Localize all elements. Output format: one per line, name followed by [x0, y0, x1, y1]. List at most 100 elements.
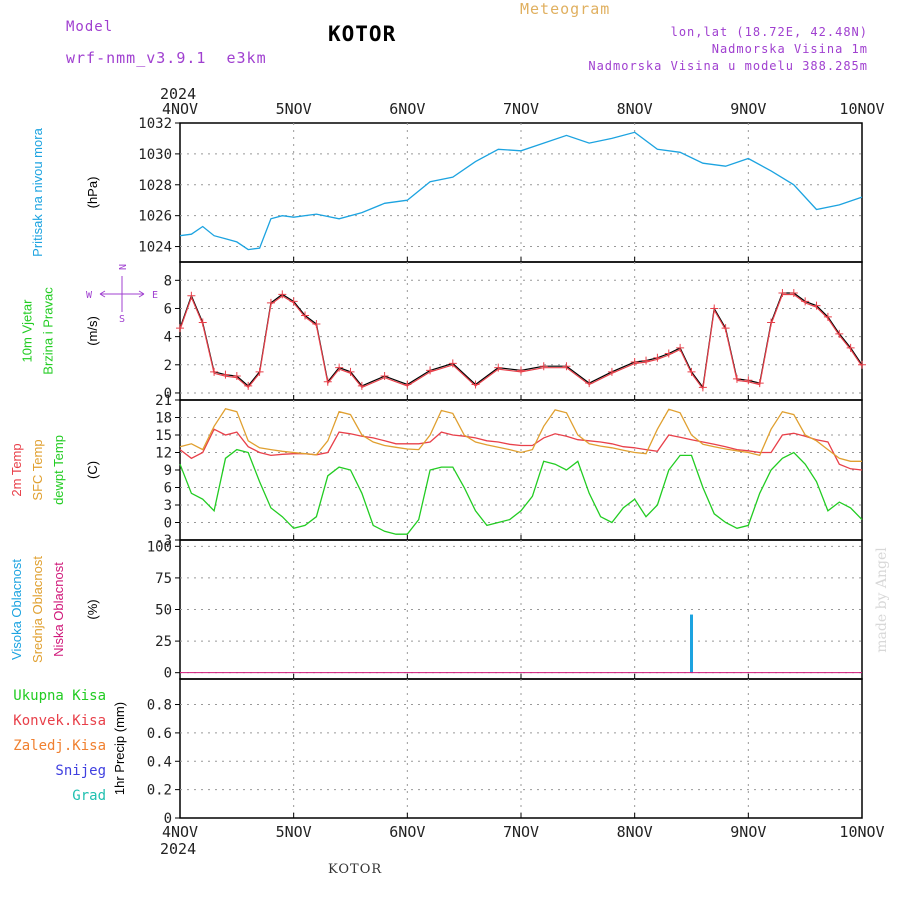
y-tick-label: 0: [164, 516, 172, 532]
x-tick-label-bottom: 7NOV: [503, 823, 539, 841]
y-unit-label: (m/s): [85, 316, 100, 346]
x-tick-label-top: 6NOV: [389, 100, 425, 118]
y-tick-label: 1026: [138, 209, 172, 225]
wind-speed-marker: [653, 353, 662, 362]
series-line-temp2m: [179, 428, 863, 471]
y-tick-label: 1032: [138, 116, 172, 132]
x-tick-label-top: 10NOV: [839, 100, 884, 118]
wind-speed-marker: [255, 367, 264, 376]
wind-speed-marker: [755, 379, 764, 388]
x-tick-label-bottom: 9NOV: [730, 823, 766, 841]
wind-speed-marker: [721, 324, 730, 333]
model-label: Model: [66, 19, 114, 35]
wind-speed-marker: [448, 359, 457, 368]
panel-frame-precip: [179, 678, 863, 819]
wind-speed-marker: [289, 297, 298, 306]
y-tick-label: 1028: [138, 178, 172, 194]
wind-speed-marker: [687, 367, 696, 376]
credit-label: made by Angel: [874, 547, 890, 653]
y-tick-label: 15: [155, 428, 172, 444]
wind-speed-marker: [767, 318, 776, 327]
y-tick-label: 1030: [138, 147, 172, 163]
precip-legend-label: Grad: [72, 788, 106, 804]
y-tick-label: 8: [164, 273, 172, 289]
wind-speed-marker: [585, 379, 594, 388]
x-tick-label-top: 7NOV: [503, 100, 539, 118]
compass-south: S: [119, 314, 125, 325]
y-tick-label: 6: [164, 301, 172, 317]
panel-frame-clouds: [179, 539, 863, 680]
wind-speed-marker: [801, 297, 810, 306]
wind-speed-marker: [494, 363, 503, 372]
wind-speed-marker: [221, 370, 230, 379]
y-tick-label: 4: [164, 330, 172, 346]
x-tick-label-bottom: 10NOV: [839, 823, 884, 841]
wind-speed-marker: [278, 290, 287, 299]
y-tick-label: 0.6: [147, 726, 172, 742]
x-tick-label-top: 4NOV: [162, 100, 198, 118]
precip-legend-label: Ukupna Kisa: [13, 688, 106, 704]
wind-speed-marker: [357, 381, 366, 390]
wind-speed-marker: [676, 343, 685, 352]
wind-speed-marker: [562, 362, 571, 371]
wind-speed-marker: [710, 304, 719, 313]
elevation-label: Nadmorska Visina 1m: [711, 42, 868, 56]
wind-speed-marker: [539, 362, 548, 371]
x-tick-label-bottom: 4NOV: [162, 823, 198, 841]
y-axis-label: Pritisak na nivou mora: [30, 127, 45, 256]
y-axis-label: Visoka Oblacnost: [9, 559, 24, 660]
wind-speed-marker: [732, 374, 741, 383]
precip-legend-label: Zaledj.Kisa: [13, 738, 106, 754]
model-elevation-label: Nadmorska Visina u modelu 388.285m: [588, 59, 868, 73]
y-tick-label: 75: [155, 571, 172, 587]
y-axis-label: Brzina i Pravac: [41, 287, 56, 375]
wind-speed-marker: [346, 367, 355, 376]
wind-speed-marker: [778, 288, 787, 297]
wind-speed-marker: [698, 383, 707, 392]
compass-arrows: [99, 276, 145, 312]
wind-speed-marker: [642, 356, 651, 365]
y-unit-label: (%): [85, 599, 100, 619]
wind-speed-marker: [244, 381, 253, 390]
y-axis-label: Srednja Oblacnost: [30, 556, 45, 663]
y-tick-label: -3: [155, 533, 172, 549]
y-axis-label: 10m Vjetar: [20, 299, 35, 363]
series-line-dewpoint: [179, 448, 863, 535]
y-tick-label: 0.2: [147, 783, 172, 799]
x-tick-label-top: 8NOV: [617, 100, 653, 118]
x-tick-label-bottom: 8NOV: [617, 823, 653, 841]
wind-speed-marker: [176, 324, 184, 333]
year-label-top: 2024: [160, 85, 196, 103]
wind-speed-marker: [232, 372, 241, 381]
y-unit-label: (hPa): [85, 177, 100, 209]
y-axis-label: dewpt Temp: [51, 435, 66, 505]
series-line-pressure: [179, 131, 863, 251]
wind-speed-marker: [210, 367, 219, 376]
wind-speed-marker: [426, 366, 435, 375]
x-tick-label-bottom: 5NOV: [276, 823, 312, 841]
y-tick-label: 6: [164, 481, 172, 497]
y-axis-label: Niska Oblacnost: [51, 562, 66, 657]
wind-speed-marker: [301, 311, 310, 320]
y-tick-label: 12: [155, 446, 172, 462]
compass-west: W: [86, 290, 93, 301]
precip-legend-label: Konvek.Kisa: [13, 713, 106, 729]
wind-speed-marker: [198, 318, 207, 327]
footer-station: KOTOR: [328, 862, 383, 877]
y-tick-label: 18: [155, 411, 172, 427]
model-name: wrf-nmm_v3.9.1 e3km: [66, 49, 267, 67]
y-tick-label: 9: [164, 463, 172, 479]
panel-frame-pressure: [179, 122, 863, 263]
coords-label: lon,lat (18.72E, 42.48N): [670, 25, 868, 39]
wind-speed-marker: [266, 298, 275, 307]
y-tick-label: 0.4: [147, 754, 172, 770]
y-axis-label: 2m Temp: [9, 443, 24, 496]
wind-speed-marker: [607, 367, 616, 376]
y-tick-label: 0: [164, 386, 172, 402]
y-tick-label: 50: [155, 603, 172, 619]
x-tick-label-top: 5NOV: [276, 100, 312, 118]
station-title: KOTOR: [328, 22, 397, 46]
compass-east: E: [152, 290, 158, 301]
y-tick-label: 21: [155, 393, 172, 409]
